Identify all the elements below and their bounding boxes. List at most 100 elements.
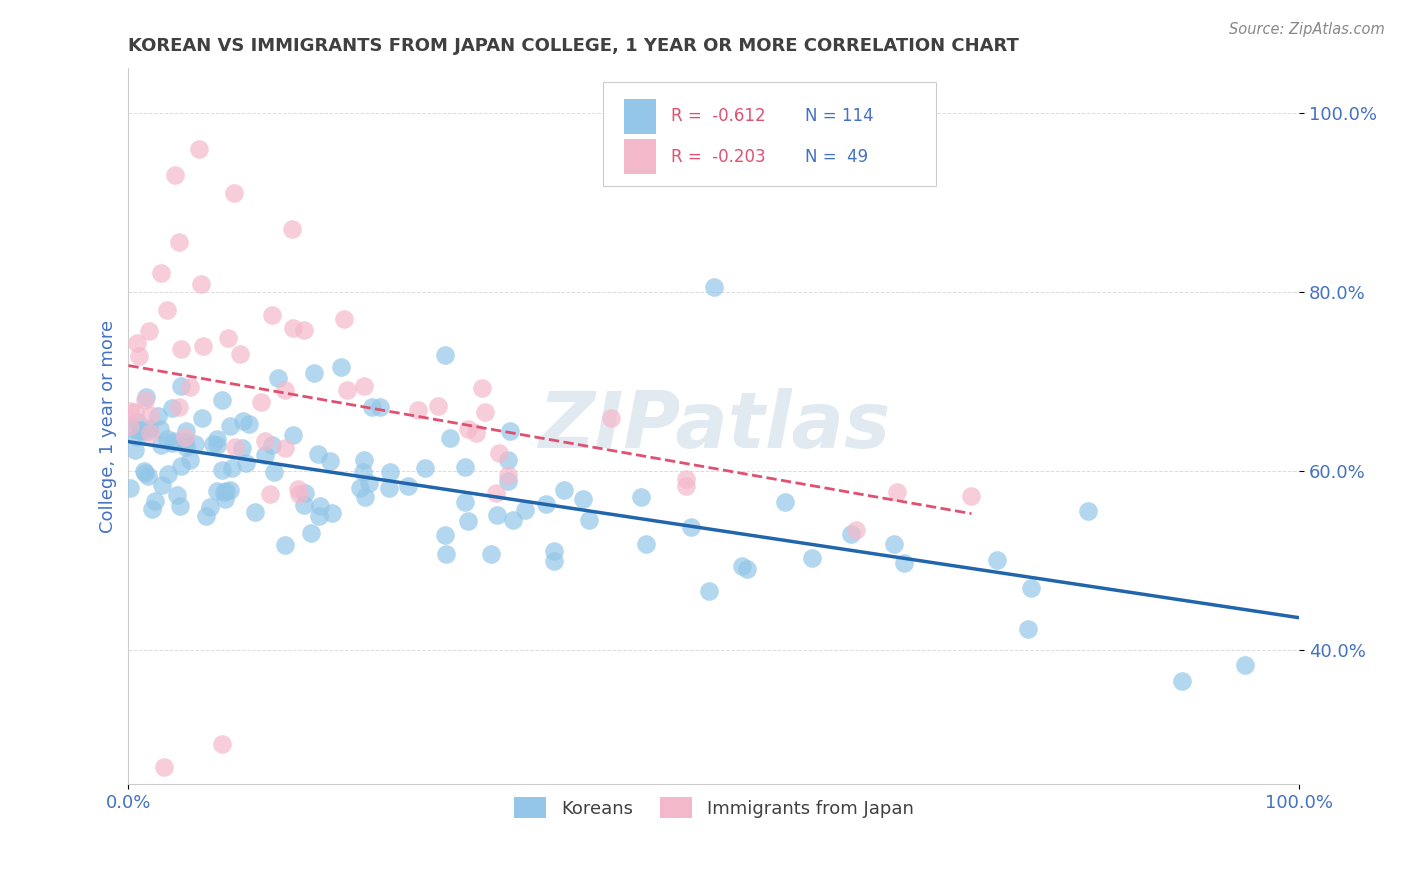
Point: [333, 312, 356, 326]
Legend: Koreans, Immigrants from Japan: Koreans, Immigrants from Japan: [506, 790, 921, 826]
Text: R =  -0.203: R = -0.203: [671, 148, 765, 166]
Point: [207, 438, 229, 452]
Point: [287, 483, 309, 497]
Point: [553, 483, 575, 497]
Point: [163, 434, 186, 449]
Point: [166, 488, 188, 502]
Point: [138, 426, 160, 441]
Point: [135, 390, 157, 404]
Point: [194, 508, 217, 523]
Point: [167, 400, 190, 414]
Point: [235, 456, 257, 470]
Point: [465, 425, 488, 440]
Point: [496, 468, 519, 483]
Point: [502, 513, 524, 527]
Point: [136, 469, 159, 483]
Point: [543, 544, 565, 558]
Point: [160, 436, 183, 450]
Point: [1233, 657, 1256, 672]
Text: Source: ZipAtlas.com: Source: ZipAtlas.com: [1229, 22, 1385, 37]
Point: [202, 437, 225, 451]
Point: [132, 464, 155, 478]
Point: [498, 425, 520, 439]
Point: [406, 402, 429, 417]
Point: [485, 508, 508, 522]
Point: [205, 483, 228, 498]
Point: [122, 422, 145, 436]
Point: [454, 495, 477, 509]
Point: [217, 331, 239, 345]
Point: [191, 411, 214, 425]
Point: [134, 466, 156, 480]
Point: [214, 492, 236, 507]
Point: [319, 454, 342, 468]
Point: [215, 483, 238, 498]
Point: [883, 537, 905, 551]
Point: [143, 493, 166, 508]
Point: [292, 323, 315, 337]
Point: [1017, 623, 1039, 637]
Point: [396, 479, 419, 493]
Point: [703, 280, 725, 294]
Point: [349, 481, 371, 495]
Point: [599, 411, 621, 425]
Point: [281, 321, 304, 335]
Point: [231, 441, 253, 455]
Point: [134, 392, 156, 407]
Point: [211, 392, 233, 407]
Point: [165, 169, 187, 183]
Point: [150, 438, 173, 452]
Point: [138, 425, 160, 439]
Point: [292, 498, 315, 512]
Bar: [603, 82, 936, 186]
Point: [179, 453, 201, 467]
Point: [1171, 674, 1194, 689]
Point: [986, 553, 1008, 567]
Point: [434, 548, 457, 562]
Text: N = 114: N = 114: [806, 107, 873, 126]
Point: [675, 478, 697, 492]
Bar: [624, 99, 657, 134]
Point: [174, 440, 197, 454]
Point: [479, 547, 502, 561]
Point: [249, 395, 271, 409]
Point: [457, 422, 479, 436]
Point: [169, 499, 191, 513]
Point: [336, 384, 359, 398]
Point: [288, 486, 311, 500]
Point: [274, 537, 297, 551]
Point: [187, 142, 209, 156]
Point: [214, 485, 236, 500]
Point: [454, 460, 477, 475]
Text: R =  -0.612: R = -0.612: [671, 107, 765, 126]
Point: [174, 430, 197, 444]
Point: [238, 417, 260, 431]
Point: [329, 360, 352, 375]
Point: [141, 501, 163, 516]
Point: [149, 421, 172, 435]
Point: [224, 441, 246, 455]
Point: [173, 435, 195, 450]
Bar: [624, 139, 657, 174]
Text: ZIPatlas: ZIPatlas: [537, 388, 890, 464]
Point: [309, 499, 332, 513]
Point: [488, 445, 510, 459]
Point: [253, 434, 276, 448]
Point: [679, 520, 702, 534]
Point: [125, 415, 148, 429]
Point: [474, 405, 496, 419]
Point: [245, 505, 267, 519]
Point: [118, 404, 141, 418]
Point: [262, 308, 284, 322]
Point: [513, 503, 536, 517]
Point: [229, 347, 252, 361]
Point: [184, 437, 207, 451]
Point: [427, 399, 450, 413]
Y-axis label: College, 1 year or more: College, 1 year or more: [100, 319, 117, 533]
Point: [211, 463, 233, 477]
Point: [543, 553, 565, 567]
Point: [128, 349, 150, 363]
Point: [150, 267, 173, 281]
Point: [697, 584, 720, 599]
Point: [174, 424, 197, 438]
